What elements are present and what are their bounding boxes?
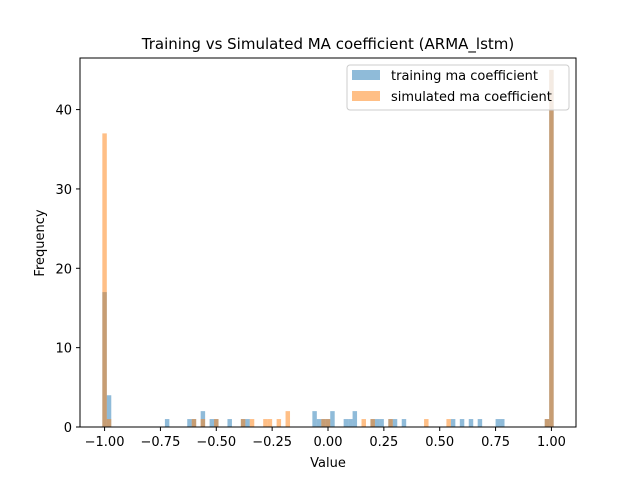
bar-series-1-bin-18: [544, 419, 550, 427]
y-tick-label: 30: [55, 183, 72, 198]
x-tick-label: 0.75: [481, 435, 510, 450]
legend-box: [346, 64, 570, 111]
bar-series-0-bin-15: [330, 411, 335, 427]
x-tick-label: −0.75: [141, 435, 181, 450]
bar-series-0-bin-23: [392, 419, 398, 427]
bar-series-1-bin-7: [263, 419, 268, 427]
bar-series-1-bin-14: [370, 419, 375, 427]
bar-series-1-bin-2: [191, 419, 197, 427]
x-tick-label: −0.50: [196, 435, 236, 450]
y-axis: 0 10 20 30 40: [55, 104, 80, 436]
bar-series-0-bin-21: [379, 419, 384, 427]
bar-series-0-bin-18: [352, 411, 358, 427]
bar-series-0-bin-11: [312, 411, 317, 427]
bar-series-0-bin-24: [401, 419, 407, 427]
bar-series-1-bin-15: [388, 419, 393, 427]
bar-series-0-bin-1: [106, 395, 112, 427]
legend: training ma coefficient simulated ma coe…: [346, 64, 570, 111]
bar-series-0-bin-8: [227, 419, 232, 427]
x-tick-label: 0.00: [314, 435, 343, 450]
bar-series-1-bin-19: [549, 69, 554, 428]
bar-series-1-bin-0: [102, 133, 107, 427]
bar-series-0-bin-16: [343, 419, 349, 427]
legend-swatch-training: [352, 70, 380, 80]
x-axis-label: Value: [310, 456, 346, 471]
bar-series-1-bin-1: [106, 419, 112, 427]
bar-series-1-bin-12: [325, 419, 331, 427]
bar-series-0-bin-26: [459, 419, 465, 427]
bar-series-0-bin-10: [245, 419, 250, 427]
bar-series-1-bin-9: [276, 419, 282, 427]
bar-series-1-bin-10: [285, 411, 291, 427]
bar-series-0-bin-25: [450, 419, 456, 427]
x-tick-label: −1.00: [85, 435, 125, 450]
bar-series-1-bin-17: [446, 419, 451, 427]
bar-series-0-bin-29: [495, 419, 501, 427]
bar-series-0-bin-3: [187, 419, 192, 427]
bar-series-0-bin-27: [468, 419, 474, 427]
bar-series-0-bin-6: [209, 419, 215, 427]
bars-layer: [102, 69, 554, 428]
y-tick-label: 20: [55, 262, 72, 277]
bar-series-1-bin-16: [424, 419, 429, 427]
y-tick-label: 10: [55, 342, 72, 357]
bar-series-1-bin-3: [200, 419, 206, 427]
bar-series-1-bin-13: [361, 419, 366, 427]
x-axis: −1.00 −0.75 −0.50 −0.25 0.00 0.25 0.50 0.75 1.00: [85, 427, 566, 450]
x-tick-label: 1.00: [537, 435, 566, 450]
bar-series-0-bin-2: [164, 419, 170, 427]
bar-series-0-bin-20: [374, 419, 380, 427]
bar-series-1-bin-5: [240, 419, 246, 427]
chart-title: Training vs Simulated MA coefficient (AR…: [141, 35, 514, 54]
bar-series-0-bin-28: [477, 419, 483, 427]
x-tick-label: 0.50: [425, 435, 454, 450]
plot-frame: [79, 57, 577, 428]
y-axis-label: Frequency: [33, 209, 48, 276]
y-tick-label: 40: [55, 104, 72, 119]
legend-swatch-simulated: [352, 91, 380, 101]
bar-series-0-bin-17: [348, 419, 353, 427]
bar-series-1-bin-11: [321, 419, 326, 427]
bar-series-1-bin-4: [214, 419, 219, 427]
bar-series-1-bin-8: [267, 419, 273, 427]
bar-series-1-bin-6: [249, 419, 255, 427]
x-tick-label: −0.25: [252, 435, 292, 450]
y-tick-label: 0: [64, 421, 72, 436]
x-tick-label: 0.25: [369, 435, 398, 450]
bar-series-0-bin-12: [316, 419, 322, 427]
legend-label-simulated: simulated ma coefficient: [391, 90, 552, 105]
legend-label-training: training ma coefficient: [391, 69, 538, 84]
bar-series-0-bin-30: [500, 419, 505, 427]
